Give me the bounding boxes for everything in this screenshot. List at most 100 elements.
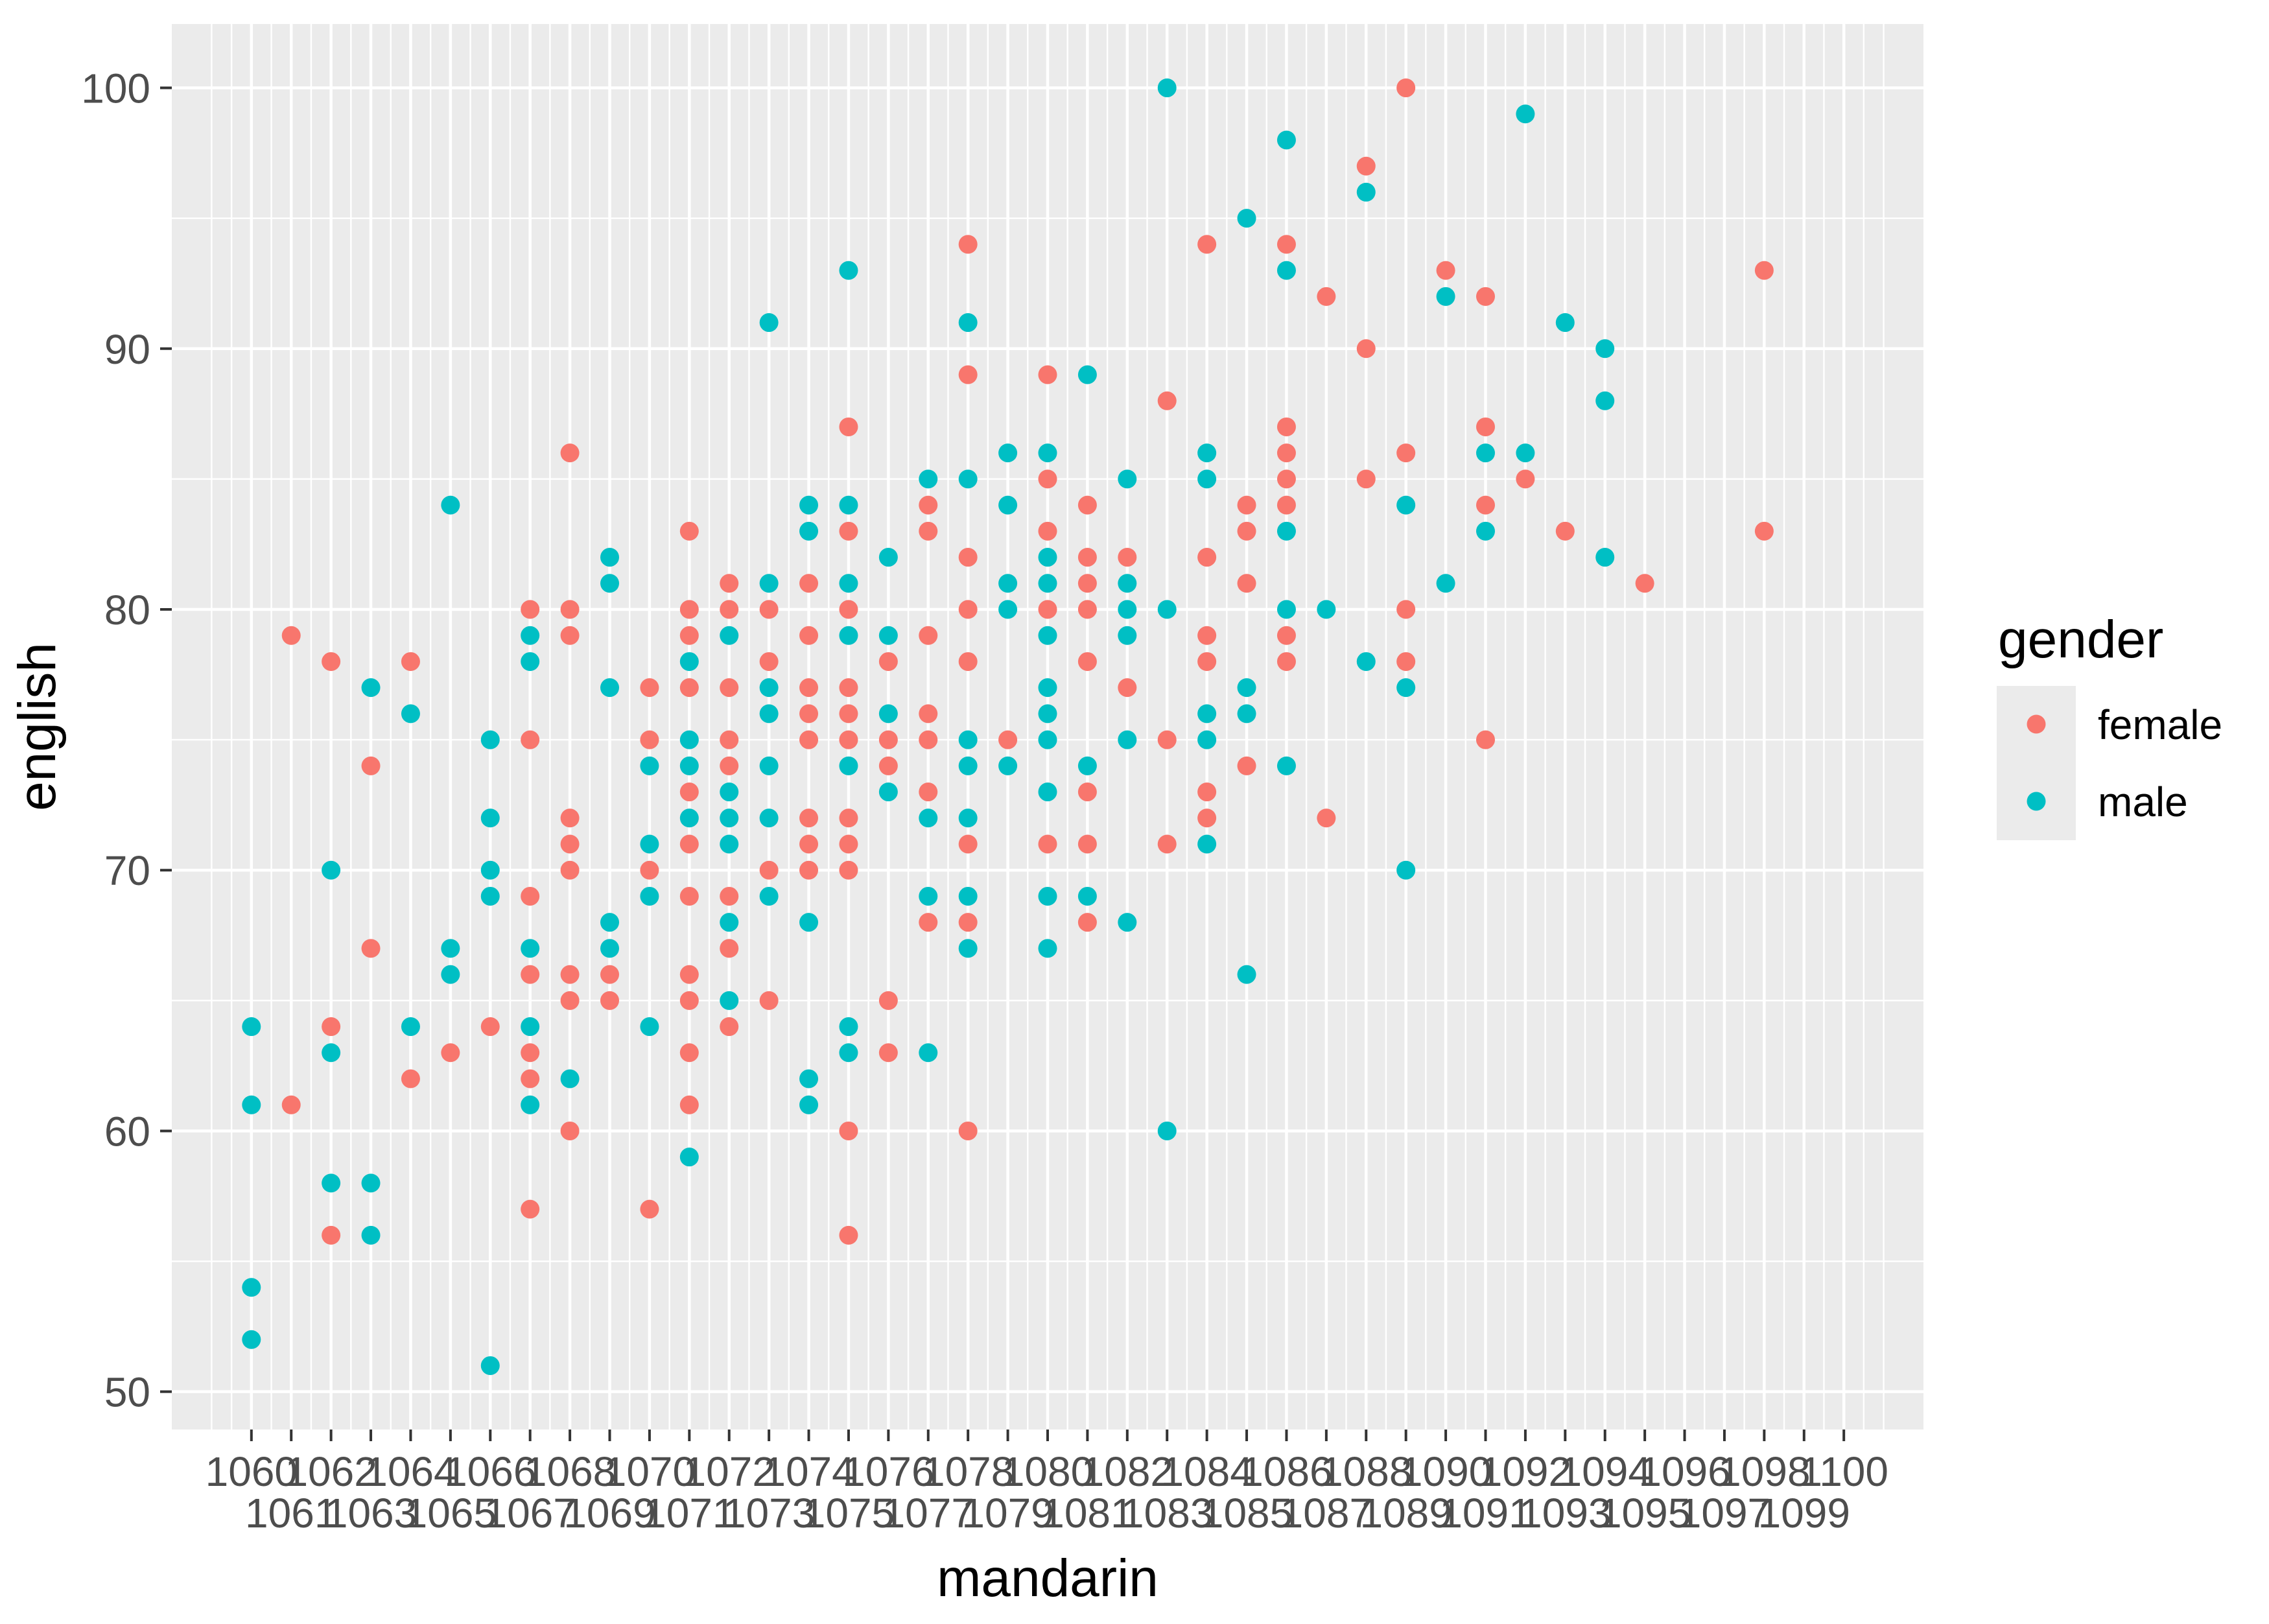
- data-point-female: [839, 704, 858, 724]
- axis-ticks: [160, 86, 1846, 1441]
- data-point-male: [1396, 678, 1416, 698]
- data-point-female: [919, 704, 938, 724]
- data-point-female: [679, 1095, 699, 1114]
- data-point-female: [1237, 521, 1256, 541]
- data-point-female: [1197, 808, 1217, 828]
- data-point-male: [998, 574, 1018, 593]
- data-point-male: [1436, 574, 1455, 593]
- x-tick-label: 1084: [1160, 1448, 1252, 1495]
- data-point-female: [1276, 626, 1296, 645]
- data-point-female: [1396, 600, 1416, 619]
- data-point-female: [839, 521, 858, 541]
- data-point-female: [1038, 469, 1057, 489]
- data-point-male: [1038, 574, 1057, 593]
- data-point-female: [919, 783, 938, 802]
- y-axis-title: english: [8, 642, 67, 811]
- data-point-male: [679, 808, 699, 828]
- data-point-female: [560, 600, 580, 619]
- data-point-female: [1436, 261, 1455, 280]
- data-point-female: [1476, 730, 1495, 749]
- data-point-female: [1077, 652, 1097, 671]
- data-point-female: [1237, 495, 1256, 515]
- data-point-male: [361, 678, 381, 698]
- data-point-male: [720, 991, 739, 1010]
- data-point-female: [640, 1199, 659, 1219]
- data-point-male: [600, 913, 619, 932]
- data-point-female: [919, 495, 938, 515]
- data-point-male: [958, 756, 978, 775]
- x-tick-label: 1075: [803, 1490, 895, 1536]
- data-point-male: [480, 1356, 500, 1375]
- data-point-male: [998, 443, 1018, 463]
- data-point-male: [521, 1095, 540, 1114]
- x-tick-label: 1087: [1280, 1490, 1372, 1536]
- data-point-female: [919, 521, 938, 541]
- data-point-male: [1197, 730, 1217, 749]
- data-point-female: [878, 730, 898, 749]
- data-point-male: [839, 574, 858, 593]
- data-point-male: [1118, 574, 1137, 593]
- data-point-female: [401, 1069, 420, 1089]
- data-point-female: [759, 860, 779, 880]
- x-tick-label: 1092: [1479, 1448, 1571, 1495]
- data-point-male: [720, 783, 739, 802]
- data-point-male: [1555, 313, 1575, 333]
- legend-dot-male-icon: [2027, 792, 2046, 811]
- data-point-female: [600, 965, 619, 984]
- data-point-female: [521, 1043, 540, 1063]
- data-point-male: [441, 939, 460, 958]
- x-tick-label: 1080: [1002, 1448, 1094, 1495]
- data-point-female: [679, 678, 699, 698]
- data-point-male: [839, 756, 858, 775]
- data-point-female: [1118, 678, 1137, 698]
- data-point-female: [679, 1043, 699, 1063]
- x-tick-label: 1082: [1081, 1448, 1173, 1495]
- data-point-male: [1476, 521, 1495, 541]
- data-point-female: [679, 991, 699, 1010]
- data-point-male: [1077, 365, 1097, 384]
- data-point-female: [1754, 261, 1774, 280]
- data-point-male: [521, 652, 540, 671]
- data-point-male: [720, 626, 739, 645]
- data-point-female: [1476, 287, 1495, 306]
- data-point-male: [640, 1017, 659, 1037]
- data-point-male: [958, 469, 978, 489]
- data-point-female: [560, 1121, 580, 1140]
- data-point-male: [1436, 287, 1455, 306]
- data-point-male: [919, 886, 938, 906]
- data-point-male: [401, 1017, 420, 1037]
- data-point-male: [1276, 130, 1296, 150]
- y-tick-label: 60: [104, 1108, 150, 1155]
- data-point-female: [1197, 548, 1217, 567]
- data-point-female: [759, 600, 779, 619]
- x-tick-label: 1068: [524, 1448, 616, 1495]
- data-point-female: [839, 678, 858, 698]
- data-point-female: [322, 652, 341, 671]
- data-point-female: [521, 965, 540, 984]
- data-point-female: [958, 652, 978, 671]
- data-point-female: [839, 730, 858, 749]
- data-point-female: [839, 1121, 858, 1140]
- data-point-female: [679, 886, 699, 906]
- data-point-female: [1077, 834, 1097, 854]
- data-point-female: [640, 730, 659, 749]
- data-point-male: [1516, 443, 1535, 463]
- data-point-female: [560, 991, 580, 1010]
- data-point-female: [958, 365, 978, 384]
- data-point-male: [1038, 730, 1057, 749]
- data-point-male: [1038, 678, 1057, 698]
- data-point-female: [919, 730, 938, 749]
- data-point-male: [1396, 495, 1416, 515]
- data-point-male: [441, 965, 460, 984]
- data-point-female: [839, 860, 858, 880]
- x-tick-label: 1100: [1799, 1448, 1888, 1495]
- data-point-male: [1118, 913, 1137, 932]
- data-point-male: [1118, 469, 1137, 489]
- data-point-female: [1276, 443, 1296, 463]
- data-point-male: [878, 704, 898, 724]
- data-point-female: [1516, 469, 1535, 489]
- data-point-female: [560, 808, 580, 828]
- data-point-male: [878, 783, 898, 802]
- data-point-female: [1157, 834, 1177, 854]
- data-point-male: [759, 574, 779, 593]
